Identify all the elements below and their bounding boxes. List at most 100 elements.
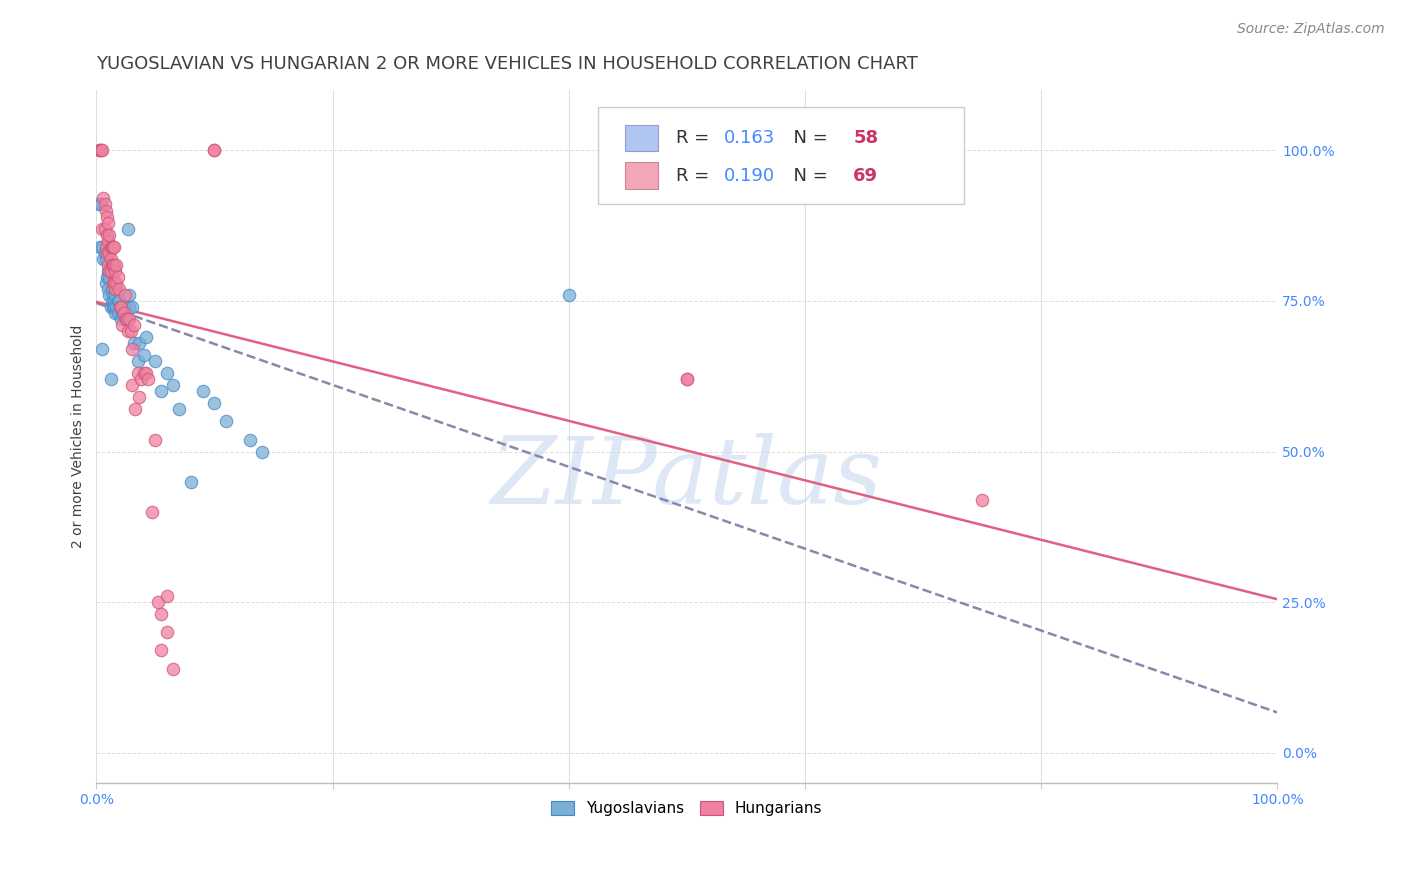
- Point: [132, 366, 155, 380]
- Point: [97, 234, 120, 248]
- Point: [180, 475, 202, 489]
- Point: [145, 354, 167, 368]
- Point: [191, 384, 214, 399]
- Point: [124, 402, 146, 417]
- Point: [98, 288, 121, 302]
- Point: [250, 444, 273, 458]
- Point: [156, 625, 179, 640]
- Point: [90, 143, 112, 157]
- Point: [117, 324, 139, 338]
- Point: [101, 258, 124, 272]
- Point: [96, 210, 118, 224]
- Point: [96, 269, 118, 284]
- Point: [105, 258, 128, 272]
- Point: [103, 300, 125, 314]
- Point: [97, 216, 120, 230]
- Text: ZIPatlas: ZIPatlas: [491, 434, 883, 523]
- Point: [127, 366, 149, 380]
- Point: [156, 366, 179, 380]
- Point: [103, 258, 125, 272]
- Point: [145, 433, 167, 447]
- Text: R =: R =: [676, 167, 716, 185]
- Point: [108, 300, 131, 314]
- Point: [97, 264, 120, 278]
- Point: [94, 203, 117, 218]
- Text: YUGOSLAVIAN VS HUNGARIAN 2 OR MORE VEHICLES IN HOUSEHOLD CORRELATION CHART: YUGOSLAVIAN VS HUNGARIAN 2 OR MORE VEHIC…: [97, 55, 918, 73]
- Point: [117, 221, 139, 235]
- Point: [100, 240, 122, 254]
- Point: [98, 245, 121, 260]
- Point: [107, 293, 129, 308]
- Point: [100, 372, 122, 386]
- Point: [557, 288, 579, 302]
- Point: [101, 288, 124, 302]
- Point: [162, 378, 184, 392]
- Point: [115, 312, 138, 326]
- Point: [121, 342, 143, 356]
- Point: [105, 276, 128, 290]
- Point: [105, 300, 128, 314]
- Point: [105, 282, 128, 296]
- Point: [96, 245, 118, 260]
- Text: Source: ZipAtlas.com: Source: ZipAtlas.com: [1237, 22, 1385, 37]
- Point: [215, 414, 238, 428]
- Point: [129, 372, 152, 386]
- Point: [97, 282, 120, 296]
- Point: [100, 240, 122, 254]
- Point: [101, 240, 124, 254]
- Point: [91, 143, 114, 157]
- Point: [110, 300, 132, 314]
- Point: [150, 607, 173, 622]
- Point: [103, 240, 125, 254]
- Point: [91, 221, 114, 235]
- Text: 69: 69: [853, 167, 879, 185]
- Point: [104, 306, 127, 320]
- Point: [94, 240, 117, 254]
- Point: [122, 336, 145, 351]
- Point: [107, 269, 129, 284]
- Point: [135, 330, 157, 344]
- Point: [98, 269, 121, 284]
- Point: [104, 264, 127, 278]
- Point: [96, 227, 118, 242]
- Point: [110, 312, 132, 326]
- Point: [93, 191, 115, 205]
- Point: [115, 306, 138, 320]
- Point: [100, 252, 122, 266]
- Point: [100, 300, 122, 314]
- Point: [115, 312, 138, 326]
- Point: [132, 348, 155, 362]
- Point: [127, 354, 149, 368]
- Point: [122, 318, 145, 332]
- Point: [112, 300, 135, 314]
- Point: [103, 293, 125, 308]
- FancyBboxPatch shape: [626, 162, 658, 189]
- Point: [114, 300, 136, 314]
- Point: [91, 342, 114, 356]
- Point: [107, 282, 129, 296]
- Point: [89, 143, 111, 157]
- Point: [87, 143, 110, 157]
- Point: [204, 143, 226, 157]
- Point: [87, 197, 110, 211]
- Point: [111, 306, 134, 320]
- Point: [141, 505, 163, 519]
- Point: [93, 197, 115, 211]
- Point: [675, 372, 697, 386]
- Point: [112, 306, 135, 320]
- Point: [128, 336, 150, 351]
- Point: [107, 293, 129, 308]
- Point: [93, 252, 115, 266]
- Point: [121, 300, 143, 314]
- Point: [120, 324, 142, 338]
- Point: [94, 252, 117, 266]
- Point: [970, 492, 993, 507]
- Point: [675, 372, 697, 386]
- Point: [118, 300, 141, 314]
- Point: [103, 276, 125, 290]
- Point: [100, 282, 122, 296]
- Point: [115, 312, 138, 326]
- Point: [204, 396, 226, 410]
- Point: [89, 240, 111, 254]
- Point: [114, 288, 136, 302]
